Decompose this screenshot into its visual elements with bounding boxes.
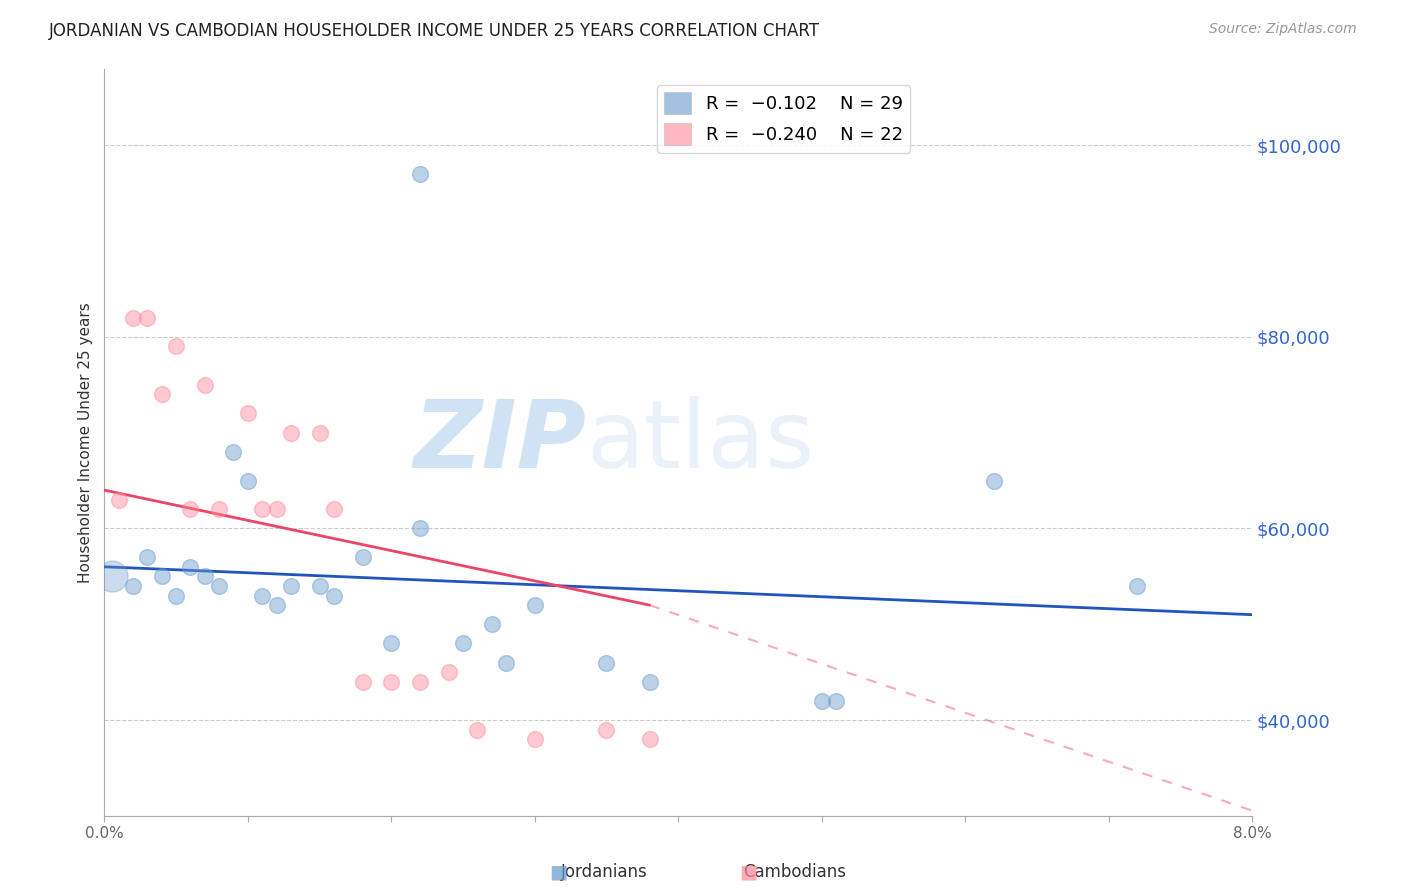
Text: Cambodians: Cambodians	[742, 863, 846, 881]
Point	[208, 502, 231, 516]
Point	[194, 569, 217, 583]
Point	[451, 636, 474, 650]
Point	[595, 656, 617, 670]
Point	[236, 474, 259, 488]
Point	[222, 444, 245, 458]
Point	[523, 732, 546, 747]
Point	[437, 665, 460, 680]
Point	[1126, 579, 1149, 593]
Point	[280, 579, 302, 593]
Point	[322, 502, 344, 516]
Point	[122, 579, 145, 593]
Point	[523, 598, 546, 612]
Point	[308, 425, 330, 440]
Point	[409, 521, 432, 535]
Point	[825, 694, 848, 708]
Point	[638, 732, 661, 747]
Point	[194, 377, 217, 392]
Point	[136, 550, 159, 565]
Point	[409, 674, 432, 689]
Point	[150, 569, 173, 583]
Point	[236, 407, 259, 421]
Point	[107, 492, 129, 507]
Point	[409, 167, 432, 181]
Point	[266, 598, 288, 612]
Text: ■: ■	[738, 863, 758, 882]
Point	[810, 694, 832, 708]
Point	[638, 674, 661, 689]
Text: ■: ■	[548, 863, 568, 882]
Text: JORDANIAN VS CAMBODIAN HOUSEHOLDER INCOME UNDER 25 YEARS CORRELATION CHART: JORDANIAN VS CAMBODIAN HOUSEHOLDER INCOM…	[49, 22, 820, 40]
Point	[467, 723, 489, 737]
Point	[308, 579, 330, 593]
Point	[380, 636, 402, 650]
Point	[595, 723, 617, 737]
Point	[481, 617, 503, 632]
Text: atlas: atlas	[586, 396, 814, 488]
Point	[165, 589, 187, 603]
Text: Source: ZipAtlas.com: Source: ZipAtlas.com	[1209, 22, 1357, 37]
Point	[150, 387, 173, 401]
Point	[266, 502, 288, 516]
Point	[322, 589, 344, 603]
Text: Jordanians: Jordanians	[561, 863, 648, 881]
Point	[280, 425, 302, 440]
Point	[495, 656, 517, 670]
Point	[380, 674, 402, 689]
Point	[179, 559, 201, 574]
Point	[250, 502, 273, 516]
Legend: R =  −0.102    N = 29, R =  −0.240    N = 22: R = −0.102 N = 29, R = −0.240 N = 22	[657, 85, 910, 153]
Point	[208, 579, 231, 593]
Y-axis label: Householder Income Under 25 years: Householder Income Under 25 years	[79, 301, 93, 582]
Point	[352, 550, 374, 565]
Point	[122, 310, 145, 325]
Point	[983, 474, 1005, 488]
Point	[100, 569, 122, 583]
Point	[136, 310, 159, 325]
Point	[352, 674, 374, 689]
Text: ZIP: ZIP	[413, 396, 586, 488]
Point	[179, 502, 201, 516]
Point	[165, 339, 187, 353]
Point	[250, 589, 273, 603]
